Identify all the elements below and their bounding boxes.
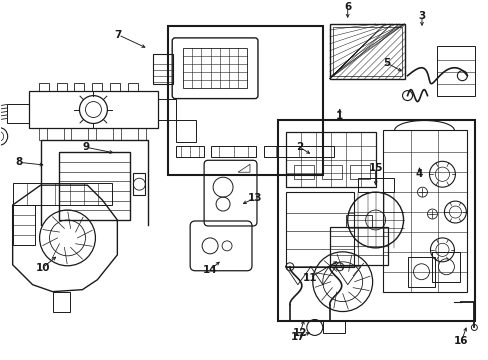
Bar <box>13 205 35 245</box>
Bar <box>110 83 120 91</box>
Bar <box>183 48 246 87</box>
Bar <box>285 132 375 187</box>
Bar <box>88 129 96 140</box>
Text: 11: 11 <box>302 273 316 283</box>
Bar <box>13 183 112 205</box>
Bar <box>285 192 353 267</box>
Bar <box>322 320 344 333</box>
Bar <box>357 178 393 192</box>
Bar <box>52 292 70 311</box>
Bar <box>63 129 71 140</box>
Bar <box>39 129 46 140</box>
Bar <box>382 130 467 292</box>
Bar <box>92 83 102 91</box>
Bar <box>39 83 48 91</box>
Bar <box>437 46 474 96</box>
Text: 9: 9 <box>83 142 90 152</box>
Bar <box>133 173 145 195</box>
Bar <box>332 27 401 76</box>
Bar <box>431 252 459 282</box>
Text: 1: 1 <box>335 111 343 121</box>
Text: 5: 5 <box>382 58 389 68</box>
Text: 15: 15 <box>367 163 382 173</box>
Bar <box>176 121 196 142</box>
Bar <box>277 121 474 321</box>
Bar <box>176 147 203 157</box>
Bar <box>138 129 146 140</box>
Bar <box>59 152 130 220</box>
Bar <box>128 83 138 91</box>
Bar <box>158 99 176 121</box>
Text: 14: 14 <box>203 265 217 275</box>
Text: 10: 10 <box>35 263 50 273</box>
Bar <box>345 215 371 227</box>
Bar <box>7 104 29 123</box>
Text: 13: 13 <box>247 193 262 203</box>
Text: 12: 12 <box>292 328 306 338</box>
Bar <box>168 26 322 175</box>
Bar <box>293 165 313 179</box>
Text: 2: 2 <box>296 142 303 152</box>
Bar <box>349 165 369 179</box>
Bar <box>211 147 255 157</box>
Text: 16: 16 <box>453 336 468 346</box>
Bar <box>407 257 435 287</box>
Bar <box>29 91 158 129</box>
Bar <box>329 227 387 265</box>
Text: 3: 3 <box>418 11 425 21</box>
Bar <box>329 24 404 79</box>
Bar <box>74 83 84 91</box>
Text: 8: 8 <box>15 157 22 167</box>
Text: 7: 7 <box>115 30 122 40</box>
Bar <box>57 83 66 91</box>
Text: 4: 4 <box>415 169 422 179</box>
Bar <box>153 54 173 84</box>
Text: 6: 6 <box>344 2 350 12</box>
Bar <box>264 147 333 157</box>
Bar <box>321 165 341 179</box>
Bar <box>113 129 121 140</box>
Text: 17: 17 <box>290 332 305 342</box>
